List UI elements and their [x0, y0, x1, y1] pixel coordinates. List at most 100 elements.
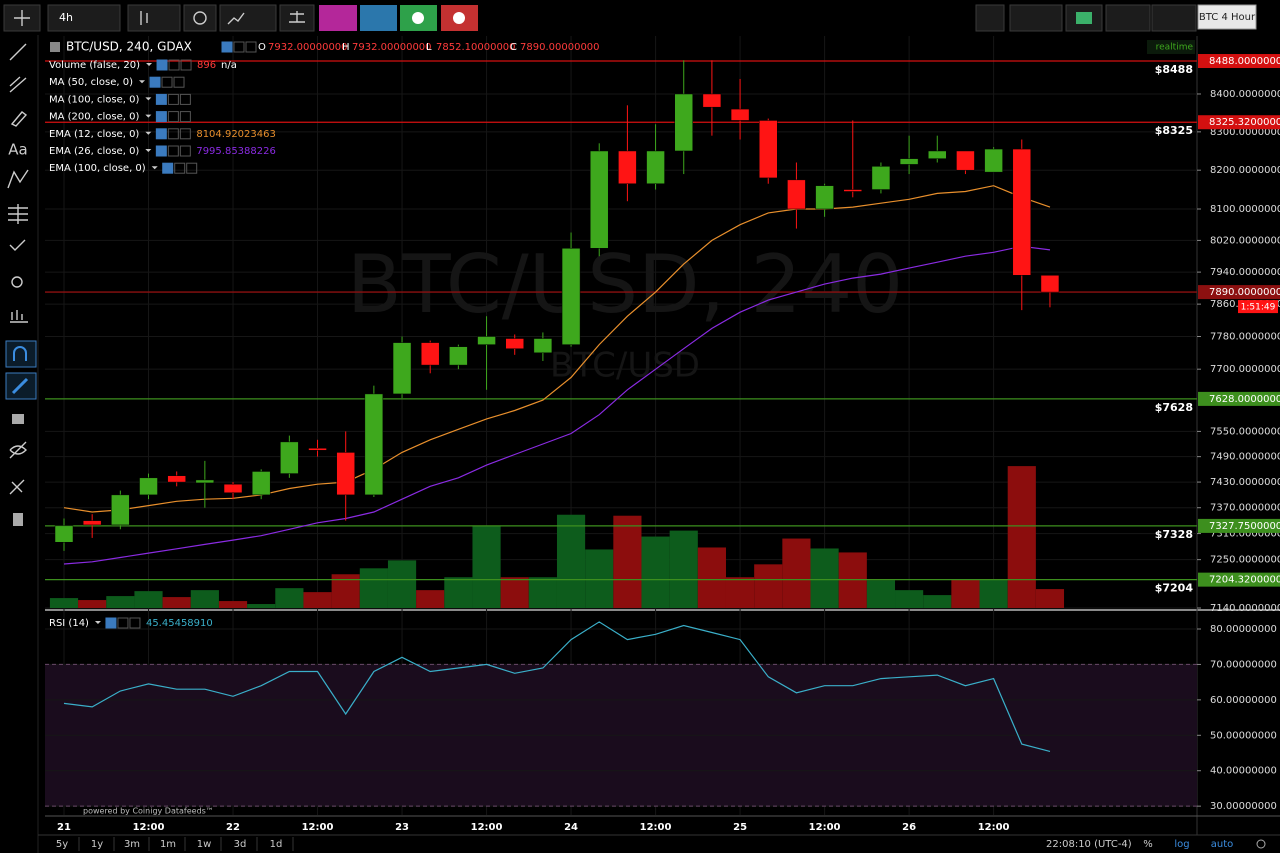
snapshot-button[interactable]: [1065, 4, 1103, 32]
legend-control[interactable]: [180, 59, 192, 71]
legend-control[interactable]: [167, 111, 179, 123]
undo-redo-button[interactable]: [1009, 4, 1063, 32]
indicators-button[interactable]: [219, 4, 277, 32]
x-tick-label: 12:00: [302, 822, 334, 833]
candle-body: [702, 93, 722, 108]
legend-control[interactable]: [173, 76, 185, 88]
percent-toggle[interactable]: %: [1143, 839, 1153, 850]
volume-bar: [528, 577, 557, 608]
pattern-tool[interactable]: [7, 169, 29, 189]
range-button[interactable]: 1m: [160, 839, 176, 850]
legend-control[interactable]: [233, 41, 245, 53]
price-line-box: [1198, 391, 1280, 406]
y-tick-label: 7430.00000000: [1210, 477, 1280, 488]
chart-tool[interactable]: [10, 310, 28, 323]
line-tool[interactable]: [9, 43, 27, 61]
legend-control[interactable]: [155, 128, 167, 140]
legend-control[interactable]: [149, 76, 161, 88]
price-line-box: [1198, 518, 1280, 533]
legend-control[interactable]: [179, 128, 191, 140]
range-button[interactable]: 3d: [234, 839, 247, 850]
candle-body: [111, 494, 130, 526]
legend-control[interactable]: [129, 617, 141, 629]
price-line-box: [1198, 54, 1280, 69]
auto-toggle[interactable]: auto: [1211, 839, 1234, 850]
buy-icon: [412, 12, 424, 24]
gear-icon: [193, 11, 207, 25]
text-tool[interactable]: Aa: [8, 141, 27, 159]
chart-style-button[interactable]: [127, 4, 181, 32]
trash-tool[interactable]: [13, 513, 23, 526]
volume-bar: [979, 579, 1008, 608]
fullscreen-button[interactable]: [975, 4, 1005, 32]
legend-entry: Volume (false, 20): [49, 60, 140, 71]
alert-button[interactable]: [360, 5, 397, 31]
range-button[interactable]: 1w: [197, 839, 212, 850]
legend-control[interactable]: [186, 162, 198, 174]
y-tick-label: 7700.00000000: [1210, 364, 1280, 375]
price-line-tag: $7328: [1155, 528, 1193, 541]
ohlc-value: 7932.00000000: [352, 42, 432, 53]
range-button[interactable]: 1d: [270, 839, 283, 850]
exchange-button[interactable]: [319, 5, 357, 31]
hide-tool[interactable]: [9, 441, 27, 459]
log-toggle[interactable]: log: [1174, 839, 1189, 850]
remove-tools[interactable]: [9, 479, 25, 495]
legend-control[interactable]: [162, 162, 174, 174]
volume-bar: [134, 591, 163, 608]
legend-control[interactable]: [167, 93, 179, 105]
magnet-tool[interactable]: [5, 340, 37, 368]
price-line-tag: $7628: [1155, 401, 1193, 414]
y-tick-label: 8400.00000000: [1210, 89, 1280, 100]
price-line-tag: $8488: [1155, 63, 1193, 76]
chart-title: BTC/USD, 240, GDAX: [66, 40, 192, 54]
measure-tool[interactable]: [9, 239, 26, 251]
settings-gear[interactable]: [1256, 839, 1266, 849]
legend-dropdown: [139, 80, 146, 84]
legend-control[interactable]: [155, 93, 167, 105]
fib-tool[interactable]: [9, 76, 27, 93]
legend-control[interactable]: [174, 162, 186, 174]
legend-control[interactable]: [155, 145, 167, 157]
candle-body: [561, 248, 581, 345]
legend-control[interactable]: [167, 128, 179, 140]
price-line-label: 7204.32000000: [1209, 575, 1280, 586]
lock-tool[interactable]: [12, 414, 24, 424]
layout-name-box[interactable]: [1197, 4, 1257, 30]
legend-entry: EMA (26, close, 0): [49, 146, 139, 157]
save-button[interactable]: [1151, 4, 1197, 32]
candle-body: [1012, 148, 1032, 276]
load-button[interactable]: [1105, 4, 1151, 32]
ema-line: [63, 245, 1051, 565]
x-tick-label: 21: [57, 822, 71, 833]
interval-button[interactable]: [47, 4, 121, 32]
legend-control[interactable]: [155, 111, 167, 123]
candle-body: [195, 479, 215, 484]
legend-control[interactable]: [105, 617, 117, 629]
candle-body: [364, 393, 384, 496]
legend-control[interactable]: [179, 145, 191, 157]
brush-tool[interactable]: [10, 111, 28, 127]
legend-control[interactable]: [168, 59, 180, 71]
volume-bar: [725, 577, 755, 608]
legend-control[interactable]: [167, 145, 179, 157]
candle-body: [1040, 275, 1060, 293]
clock: 22:08:10 (UTC-4): [1046, 839, 1132, 850]
camera-icon: [1076, 12, 1092, 24]
range-button[interactable]: 5y: [56, 839, 68, 850]
legend-control[interactable]: [221, 41, 233, 53]
zoom-tool[interactable]: [11, 276, 23, 288]
legend-control[interactable]: [179, 111, 191, 123]
legend-control[interactable]: [161, 76, 173, 88]
range-button[interactable]: 1y: [91, 839, 103, 850]
settings-button[interactable]: [183, 4, 217, 32]
range-button[interactable]: 3m: [124, 839, 140, 850]
legend-control[interactable]: [179, 93, 191, 105]
prediction-tool[interactable]: [8, 204, 28, 224]
volume-bar: [78, 600, 107, 608]
legend-control[interactable]: [156, 59, 168, 71]
legend-control[interactable]: [117, 617, 129, 629]
legend-control[interactable]: [245, 41, 257, 53]
price-line-tag: $8325: [1155, 124, 1193, 137]
